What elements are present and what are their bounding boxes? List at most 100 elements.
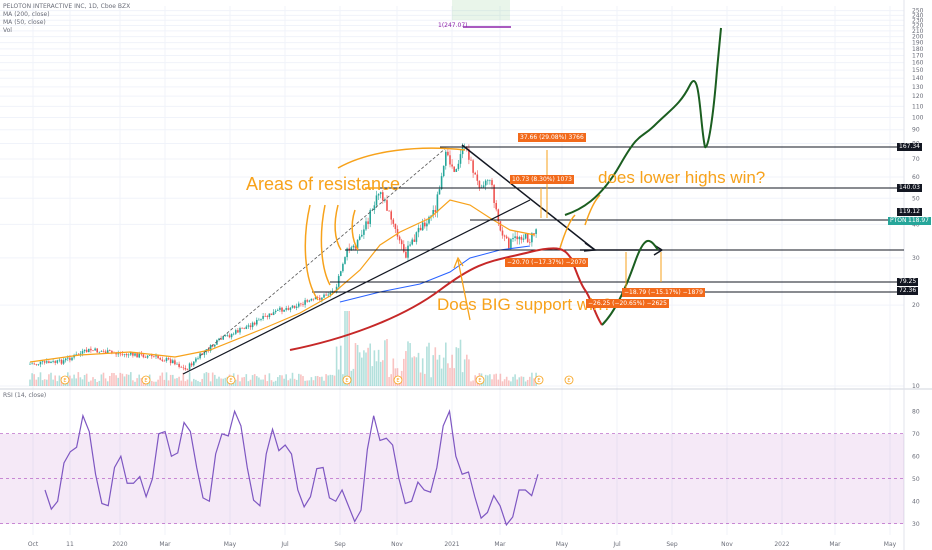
volume-bar	[403, 358, 405, 386]
volume-bar	[468, 359, 470, 386]
volume-bar	[312, 380, 315, 386]
candle-body	[79, 353, 82, 356]
price-tick-label: 250	[912, 8, 924, 15]
candle-body	[533, 233, 535, 234]
candle-body	[123, 354, 126, 355]
candle-body	[260, 318, 262, 320]
candle-body	[241, 328, 243, 329]
candle-body	[375, 195, 378, 206]
time-tick-label: Sep	[334, 541, 346, 548]
candle-body	[58, 359, 61, 361]
candle-body	[417, 227, 420, 233]
candle-body	[390, 211, 392, 220]
volume-legend[interactable]: Vol	[3, 27, 12, 34]
candle-body	[130, 352, 132, 355]
candle-body	[109, 350, 111, 352]
volume-bar	[470, 381, 472, 386]
price-tick-label: 20	[912, 302, 920, 309]
time-tick-label: May	[884, 541, 897, 548]
volume-bar	[495, 373, 497, 386]
earnings-marker-label: E	[144, 378, 147, 384]
volume-bar	[358, 352, 361, 386]
candle-body	[421, 222, 424, 231]
volume-bar	[302, 376, 304, 386]
volume-bar	[113, 373, 115, 386]
volume-bar	[136, 378, 138, 386]
candle-body	[102, 351, 105, 353]
ma200-legend[interactable]: MA (200, close)	[3, 11, 50, 18]
candle-body	[522, 238, 525, 240]
candle-body	[182, 367, 185, 369]
volume-bar	[377, 349, 380, 386]
volume-bar	[184, 381, 187, 386]
volume-bar	[218, 376, 220, 386]
candle-body	[180, 366, 182, 368]
candle-body	[161, 359, 164, 361]
candle-body	[358, 236, 361, 240]
candle-body	[142, 354, 145, 358]
price-tick-label: 120	[912, 93, 924, 100]
volume-bar	[350, 370, 353, 386]
price-tick-label: 170	[912, 53, 924, 60]
candle-body	[386, 200, 388, 211]
volume-bar	[522, 376, 525, 386]
volume-bar	[75, 378, 77, 386]
volume-bar	[188, 372, 191, 386]
volume-bar	[524, 381, 527, 386]
price-tick-label: 150	[912, 67, 924, 74]
volume-bar	[155, 381, 157, 386]
symbol-legend[interactable]: PELOTON INTERACTIVE INC, 1D, Cboe BZX	[3, 3, 131, 10]
volume-bar	[222, 378, 224, 386]
volume-bar	[224, 377, 227, 386]
volume-bar	[335, 346, 338, 386]
volume-bar	[405, 351, 407, 386]
candle-body	[224, 335, 227, 337]
candle-body	[256, 319, 258, 325]
measure-label-5: −26.25 (−20.65%) −2625	[586, 299, 669, 308]
price-tick-label: 30	[912, 255, 920, 262]
candle-body	[235, 330, 237, 334]
time-tick-label: May	[556, 541, 569, 548]
ma50-legend[interactable]: MA (50, close)	[3, 19, 46, 26]
candle-body	[132, 352, 134, 356]
candle-body	[232, 333, 235, 335]
candle-body	[300, 303, 302, 305]
volume-bar	[199, 381, 201, 386]
volume-bar	[520, 376, 523, 386]
volume-bar	[361, 357, 363, 386]
volume-bar	[123, 376, 126, 386]
volume-bar	[489, 374, 491, 386]
volume-bar	[508, 380, 510, 386]
candle-body	[514, 236, 516, 239]
volume-bar	[319, 376, 321, 386]
price-tick-label: 210	[912, 28, 924, 35]
volume-bar	[100, 374, 103, 386]
candle-body	[459, 154, 462, 164]
volume-bar	[92, 377, 94, 386]
support-trend-line	[182, 199, 531, 375]
candle-body	[398, 236, 401, 241]
volume-bar	[241, 377, 243, 386]
volume-bar	[138, 374, 140, 386]
candle-body	[43, 361, 46, 363]
volume-bar	[258, 377, 260, 386]
rsi-legend[interactable]: RSI (14, close)	[3, 392, 47, 399]
candle-body	[222, 336, 224, 340]
volume-bar	[306, 380, 308, 386]
price-tick-label: 160	[912, 60, 924, 67]
rsi-tick-label: 80	[912, 408, 920, 415]
volume-bar	[264, 374, 266, 386]
volume-bar	[449, 367, 451, 386]
volume-bar	[247, 381, 250, 386]
volume-bar	[375, 361, 378, 386]
volume-bar	[37, 377, 40, 386]
volume-bar	[111, 372, 113, 386]
candle-body	[262, 315, 264, 319]
rsi-tick-label: 60	[912, 453, 920, 460]
volume-bar	[379, 361, 382, 386]
volume-bar	[371, 366, 374, 386]
candle-body	[169, 359, 172, 364]
price-tick-label: 140	[912, 75, 924, 82]
